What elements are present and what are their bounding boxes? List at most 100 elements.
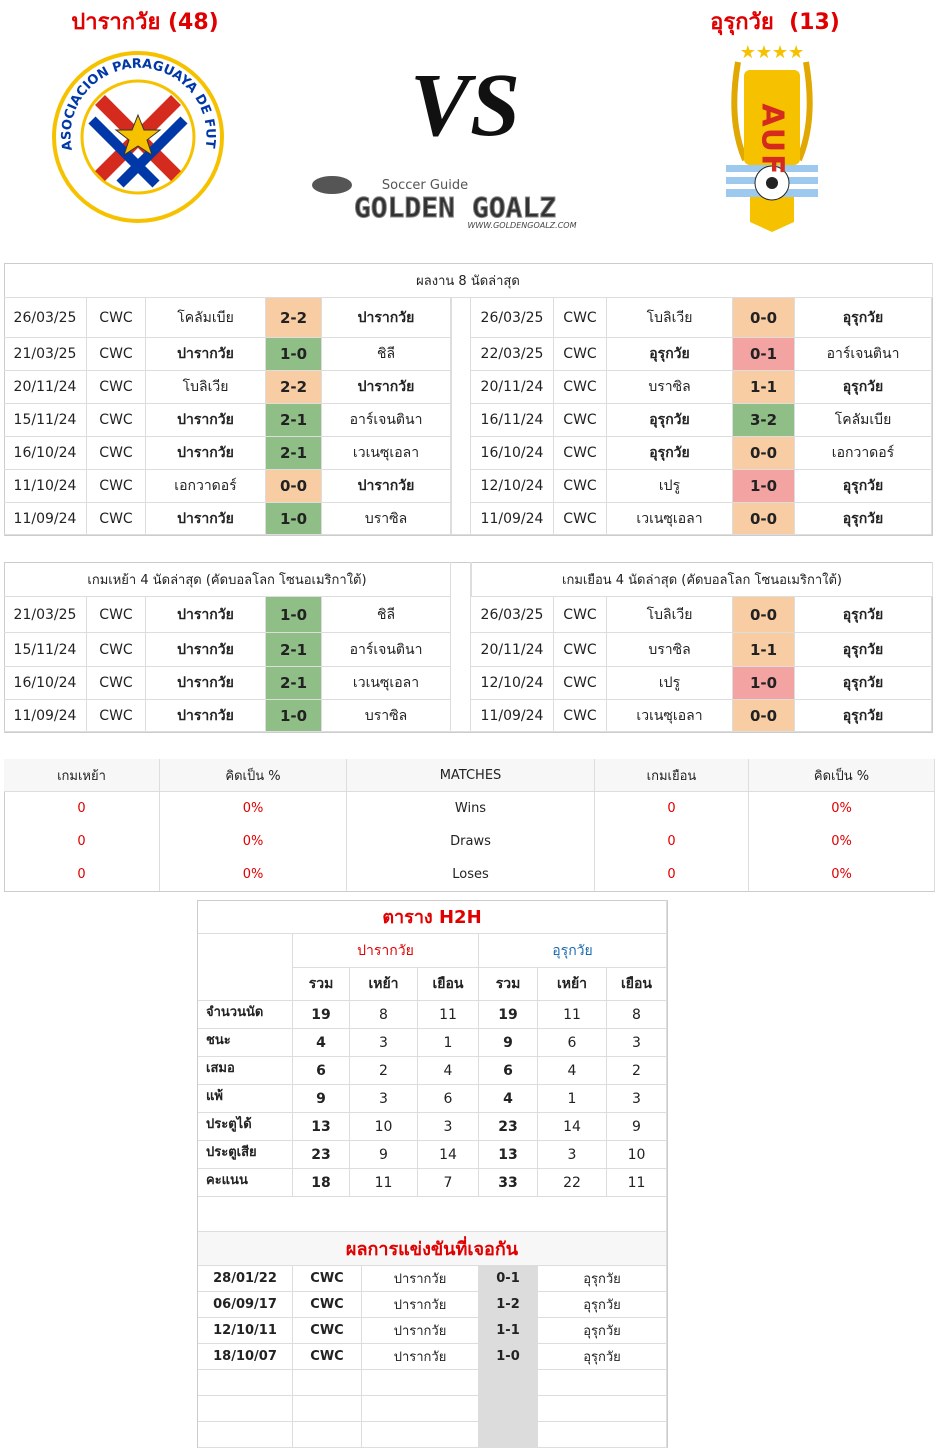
match-date: 26/03/25: [471, 298, 554, 338]
stats-header: MATCHES: [347, 759, 595, 792]
match-team1: ปารากวัย: [146, 597, 266, 633]
last4-away-title: เกมเยือน 4 นัดล่าสุด (คัดบอลโลก โซนอเมริ…: [471, 562, 933, 597]
h2h-value: 22: [538, 1169, 607, 1197]
match-team2: อุรุกวัย: [795, 700, 932, 732]
match-comp: CWC: [87, 700, 146, 732]
match-date: 21/03/25: [4, 338, 87, 371]
h2h-value: 3: [607, 1085, 667, 1113]
result-score: 0-1: [479, 1266, 538, 1292]
match-comp: CWC: [554, 700, 607, 732]
result-score: 1-1: [479, 1318, 538, 1344]
h2h-value: 2: [350, 1057, 418, 1085]
away-title: อุรุกวัย (13): [710, 10, 840, 35]
match-date: 22/03/25: [471, 338, 554, 371]
match-comp: CWC: [554, 667, 607, 700]
match-team2: อาร์เจนตินา: [322, 633, 451, 667]
h2h-value: 13: [293, 1113, 350, 1141]
match-comp: CWC: [554, 597, 607, 633]
away-crest-text: AUF: [755, 103, 790, 176]
stats-header: คิดเป็น %: [749, 759, 935, 792]
brand-tagline: Soccer Guide: [382, 178, 468, 193]
match-team2: เอกวาดอร์: [795, 437, 932, 470]
result-empty: [293, 1370, 362, 1396]
result-comp: CWC: [293, 1292, 362, 1318]
h2h-empty: [198, 1197, 667, 1232]
match-team1: อุรุกวัย: [607, 437, 733, 470]
match-team2: อุรุกวัย: [795, 667, 932, 700]
stats-header: เกมเยือน: [595, 759, 749, 792]
h2h-value: 10: [350, 1113, 418, 1141]
match-comp: CWC: [87, 503, 146, 535]
match-team1: บราซิล: [607, 371, 733, 404]
h2h-value: 11: [418, 1001, 479, 1029]
match-date: 12/10/24: [471, 470, 554, 503]
h2h-team: ปารากวัย: [293, 934, 479, 968]
stats-cell: Loses: [347, 858, 595, 891]
stats-cell: 0: [595, 825, 749, 858]
match-team1: ปารากวัย: [146, 338, 266, 371]
h2h-subhead: รวม: [293, 968, 350, 1001]
svg-text:★★★★: ★★★★: [740, 42, 805, 63]
h2h-value: 4: [293, 1029, 350, 1057]
match-score: 2-2: [266, 298, 322, 338]
result-empty: [198, 1396, 293, 1422]
match-comp: CWC: [87, 338, 146, 371]
h2h-label: เสมอ: [198, 1057, 293, 1085]
match-comp: CWC: [554, 437, 607, 470]
match-score: 0-0: [733, 298, 795, 338]
h2h-subhead: เหย้า: [350, 968, 418, 1001]
match-team1: เปรู: [607, 470, 733, 503]
result-away: อุรุกวัย: [538, 1318, 667, 1344]
match-score: 2-1: [266, 633, 322, 667]
result-comp: CWC: [293, 1344, 362, 1370]
h2h-subhead: เยือน: [607, 968, 667, 1001]
h2h-value: 6: [538, 1029, 607, 1057]
match-score: 1-0: [733, 667, 795, 700]
match-team2: อุรุกวัย: [795, 470, 932, 503]
match-comp: CWC: [87, 404, 146, 437]
results-title: ผลการแข่งขันที่เจอกัน: [198, 1232, 667, 1266]
match-date: 15/11/24: [4, 404, 87, 437]
h2h-value: 11: [350, 1169, 418, 1197]
result-home: ปารากวัย: [362, 1266, 479, 1292]
result-empty: [293, 1396, 362, 1422]
h2h-label: ประตูเสีย: [198, 1141, 293, 1169]
match-team2: อุรุกวัย: [795, 503, 932, 535]
recent-title: ผลงาน 8 นัดล่าสุด: [4, 263, 933, 298]
match-score: 0-0: [733, 437, 795, 470]
result-date: 12/10/11: [198, 1318, 293, 1344]
stats-cell: 0%: [749, 858, 935, 891]
match-score: 2-2: [266, 371, 322, 404]
match-comp: CWC: [87, 633, 146, 667]
match-score: 1-0: [733, 470, 795, 503]
stats-cell: 0%: [160, 825, 347, 858]
h2h-corner: [198, 934, 293, 1001]
result-empty: [479, 1396, 538, 1422]
match-date: 11/09/24: [4, 503, 87, 535]
h2h-value: 4: [418, 1057, 479, 1085]
result-home: ปารากวัย: [362, 1344, 479, 1370]
match-comp: CWC: [87, 371, 146, 404]
match-team1: บราซิล: [607, 633, 733, 667]
result-empty: [198, 1422, 293, 1448]
match-team2: ชิลี: [322, 597, 451, 633]
match-team2: ปารากวัย: [322, 371, 451, 404]
result-comp: CWC: [293, 1266, 362, 1292]
match-comp: CWC: [87, 667, 146, 700]
h2h-value: 3: [418, 1113, 479, 1141]
stats-header: คิดเป็น %: [160, 759, 347, 792]
result-home: ปารากวัย: [362, 1318, 479, 1344]
h2h-value: 14: [538, 1113, 607, 1141]
h2h-value: 8: [607, 1001, 667, 1029]
match-team2: อุรุกวัย: [795, 633, 932, 667]
brand-url: WWW.GOLDENGOALZ.COM: [467, 221, 576, 230]
result-score: 1-0: [479, 1344, 538, 1370]
result-empty: [538, 1422, 667, 1448]
h2h-value: 3: [350, 1085, 418, 1113]
match-team1: ปารากวัย: [146, 700, 266, 732]
h2h-subhead: รวม: [479, 968, 538, 1001]
match-score: 2-1: [266, 667, 322, 700]
match-score: 0-0: [733, 597, 795, 633]
stats-cell: Wins: [347, 792, 595, 825]
h2h-value: 10: [607, 1141, 667, 1169]
